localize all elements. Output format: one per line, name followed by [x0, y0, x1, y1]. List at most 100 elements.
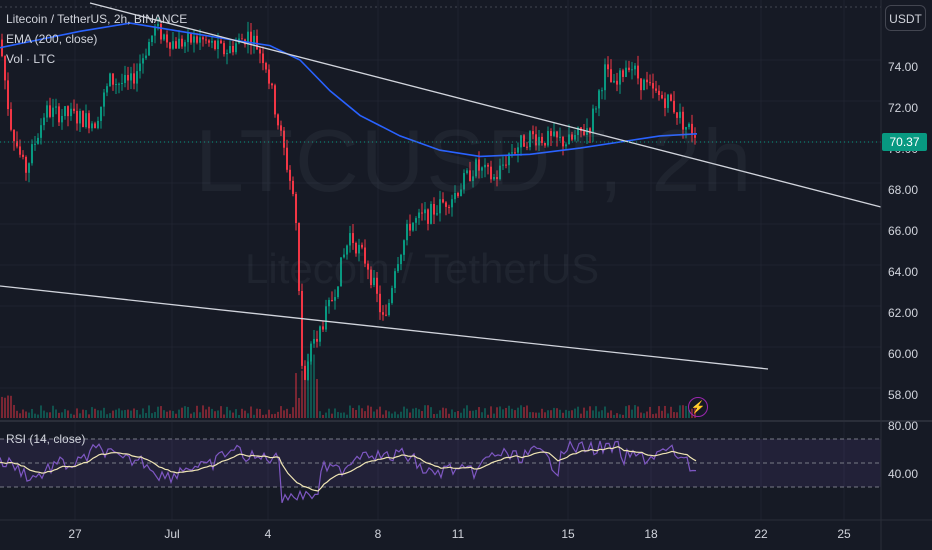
candle-body [154, 26, 156, 36]
volume-bar [376, 409, 378, 418]
candle-body [475, 159, 477, 177]
rsi-legend[interactable]: RSI (14, close) [6, 432, 86, 446]
candle-body [616, 80, 618, 85]
candle-body [619, 70, 621, 85]
candle-body [310, 343, 312, 362]
candle-body [364, 247, 366, 264]
candle-body [46, 105, 48, 118]
candle-body [250, 31, 252, 45]
volume-bar [544, 412, 546, 418]
volume-bar [97, 410, 99, 418]
volume-bar [547, 410, 549, 418]
candle-body [205, 39, 207, 41]
volume-bar [445, 408, 447, 418]
candle-body [355, 242, 357, 254]
candle-body [463, 173, 465, 190]
candle-body [334, 297, 336, 301]
candle-body [568, 134, 570, 145]
volume-bar [370, 406, 372, 418]
volume-bar [397, 414, 399, 418]
volume-bar [541, 408, 543, 418]
candle-body [529, 131, 531, 148]
candle-body [97, 120, 99, 129]
volume-legend[interactable]: Vol · LTC [6, 52, 56, 66]
candle-body [187, 33, 189, 43]
candle-body [649, 82, 651, 84]
volume-bar [295, 373, 297, 418]
time-label: 22 [754, 527, 768, 541]
volume-bar [565, 409, 567, 418]
volume-bar [100, 410, 102, 418]
candle-body [265, 63, 267, 70]
candle-body [625, 67, 627, 77]
candle-body [595, 108, 597, 110]
volume-bar [598, 411, 600, 418]
volume-bar [391, 413, 393, 418]
candle-body [274, 85, 276, 115]
volume-bar [4, 397, 6, 418]
candle-body [349, 233, 351, 246]
volume-bar [262, 414, 264, 418]
symbol-title[interactable]: Litecoin / TetherUS, 2h, BINANCE [6, 12, 188, 26]
volume-bar [454, 412, 456, 418]
volume-bar [139, 414, 141, 418]
volume-bar [406, 408, 408, 418]
volume-bar [256, 408, 258, 418]
candle-body [175, 41, 177, 49]
candle-body [142, 58, 144, 64]
volume-bar [223, 414, 225, 418]
candle-body [148, 42, 150, 56]
volume-bar [211, 408, 213, 418]
candle-body [109, 73, 111, 87]
volume-bar [343, 412, 345, 418]
candle-body [229, 46, 231, 54]
candle-body [151, 35, 153, 43]
volume-bar [31, 408, 33, 418]
volume-bar [517, 407, 519, 418]
volume-bar [232, 412, 234, 418]
time-label: 18 [644, 527, 658, 541]
candle-body [433, 204, 435, 215]
candle-body [313, 338, 315, 344]
ema-legend[interactable]: EMA (200, close) [6, 32, 98, 46]
candle-body [262, 53, 264, 64]
candle-body [55, 106, 57, 108]
candle-body [184, 42, 186, 47]
time-label: 25 [837, 527, 851, 541]
candle-body [157, 23, 159, 27]
volume-bar [655, 413, 657, 418]
volume-bar [25, 411, 27, 418]
volume-bar [409, 412, 411, 418]
volume-bar [355, 409, 357, 418]
volume-bar [622, 414, 624, 418]
volume-bar [124, 410, 126, 418]
volume-bar [247, 413, 249, 418]
volume-bar [193, 412, 195, 418]
candle-body [424, 209, 426, 214]
candle-body [517, 147, 519, 153]
volume-bar [184, 406, 186, 418]
candle-body [508, 153, 510, 166]
volume-bar [685, 405, 687, 418]
candle-body [130, 73, 132, 81]
candle-body [16, 141, 18, 147]
volume-bar [130, 410, 132, 418]
lightning-icon[interactable]: ⚡ [688, 397, 708, 417]
volume-bar [316, 379, 318, 418]
volume-bar [340, 412, 342, 418]
volume-bar [553, 407, 555, 418]
volume-bar [604, 406, 606, 418]
candle-body [553, 131, 555, 136]
candle-body [655, 88, 657, 91]
volume-bar [523, 407, 525, 418]
time-label: Jul [164, 527, 180, 541]
candle-body [628, 67, 630, 71]
volume-bar [643, 413, 645, 418]
price-label: 74.00 [888, 60, 919, 74]
currency-button[interactable]: USDT [885, 5, 926, 31]
candle-body [487, 164, 489, 167]
candle-body [451, 199, 453, 208]
volume-bar [610, 410, 612, 418]
candle-body [532, 131, 534, 135]
